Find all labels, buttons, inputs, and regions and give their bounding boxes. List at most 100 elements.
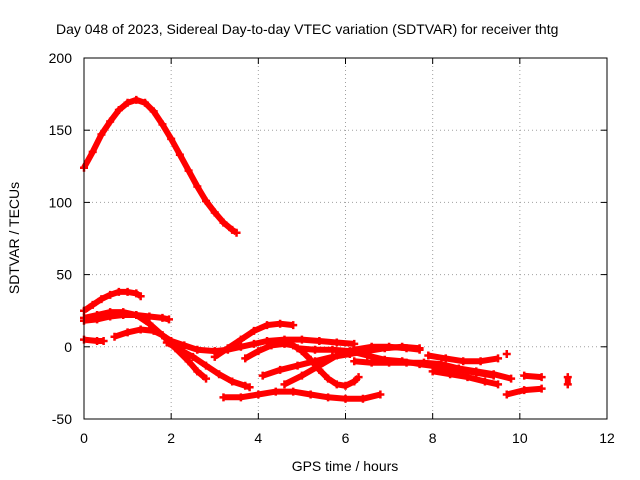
series-arc-r <box>520 371 546 382</box>
data-point <box>459 357 468 366</box>
data-point <box>167 134 176 143</box>
series-arc-m <box>350 357 516 383</box>
series-arc-p <box>502 350 511 359</box>
data-point <box>441 354 450 363</box>
data-point <box>158 331 167 340</box>
data-point <box>202 361 211 370</box>
data-point <box>193 345 202 354</box>
data-point <box>162 338 171 347</box>
data-point <box>263 321 272 330</box>
data-point <box>289 341 298 350</box>
data-point <box>228 225 237 234</box>
series-arc-high <box>80 95 241 237</box>
data-point <box>202 196 211 205</box>
data-point <box>415 345 424 354</box>
data-point <box>324 374 333 383</box>
x-tick-label: 0 <box>80 430 88 446</box>
data-point <box>193 367 202 376</box>
data-point <box>175 150 184 159</box>
data-point <box>428 367 437 376</box>
data-point <box>114 287 123 296</box>
data-point <box>480 377 489 386</box>
data-point <box>119 308 128 317</box>
data-point <box>293 344 302 353</box>
data-point <box>99 337 108 346</box>
data-point <box>236 342 245 351</box>
data-point <box>132 95 141 104</box>
data-point <box>358 394 367 403</box>
data-point <box>489 370 498 379</box>
data-point <box>402 344 411 353</box>
data-point <box>315 361 324 370</box>
data-point <box>145 312 154 321</box>
data-point <box>563 380 572 389</box>
y-tick-label: -50 <box>52 411 72 427</box>
y-tick-label: 200 <box>49 50 73 66</box>
data-point <box>254 347 263 356</box>
x-tick-label: 12 <box>599 430 615 446</box>
data-point <box>267 341 276 350</box>
data-point <box>328 345 337 354</box>
data-point <box>332 380 341 389</box>
data-point <box>520 371 529 380</box>
y-tick-label: 0 <box>64 339 72 355</box>
data-point <box>563 373 572 382</box>
data-point <box>210 352 219 361</box>
data-point <box>297 371 306 380</box>
data-point <box>258 371 267 380</box>
data-point <box>424 351 433 360</box>
y-tick-label: 150 <box>49 122 73 138</box>
data-point <box>249 339 258 348</box>
data-point <box>110 332 119 341</box>
data-point <box>280 380 289 389</box>
data-point <box>254 390 263 399</box>
data-point <box>136 292 145 301</box>
data-point <box>315 337 324 346</box>
data-point <box>494 380 503 389</box>
data-point <box>263 337 272 346</box>
data-point <box>232 228 241 237</box>
series-arc-o <box>428 367 503 389</box>
data-point <box>446 370 455 379</box>
data-point <box>97 130 106 139</box>
x-axis-label: GPS time / hours <box>292 458 399 474</box>
data-point <box>123 328 132 337</box>
data-point <box>215 370 224 379</box>
data-point <box>97 295 106 304</box>
data-point <box>454 364 463 373</box>
x-tick-label: 8 <box>429 430 437 446</box>
data-point <box>376 390 385 399</box>
data-point <box>297 335 306 344</box>
data-point <box>223 344 232 353</box>
data-point <box>472 367 481 376</box>
data-point <box>324 393 333 402</box>
data-point <box>136 325 145 334</box>
data-point <box>149 107 158 116</box>
data-point <box>106 308 115 317</box>
data-point <box>494 354 503 363</box>
data-point <box>537 373 546 382</box>
grid <box>84 58 607 419</box>
data-point <box>158 313 167 322</box>
data-point <box>385 358 394 367</box>
data-point <box>385 342 394 351</box>
data-point <box>502 390 511 399</box>
data-point <box>276 365 285 374</box>
data-point <box>463 373 472 382</box>
data-point <box>502 350 511 359</box>
series-arc-s <box>563 373 572 389</box>
data-point <box>520 386 529 395</box>
data-point <box>341 394 350 403</box>
data-point <box>114 105 123 114</box>
data-point <box>158 120 167 129</box>
y-tick-label: 100 <box>49 194 73 210</box>
data-point <box>354 373 363 382</box>
data-point <box>180 341 189 350</box>
data-point <box>188 352 197 361</box>
series-trail <box>223 388 382 402</box>
data-point <box>236 335 245 344</box>
data-point <box>289 321 298 330</box>
data-point <box>310 357 319 366</box>
data-point <box>241 381 250 390</box>
